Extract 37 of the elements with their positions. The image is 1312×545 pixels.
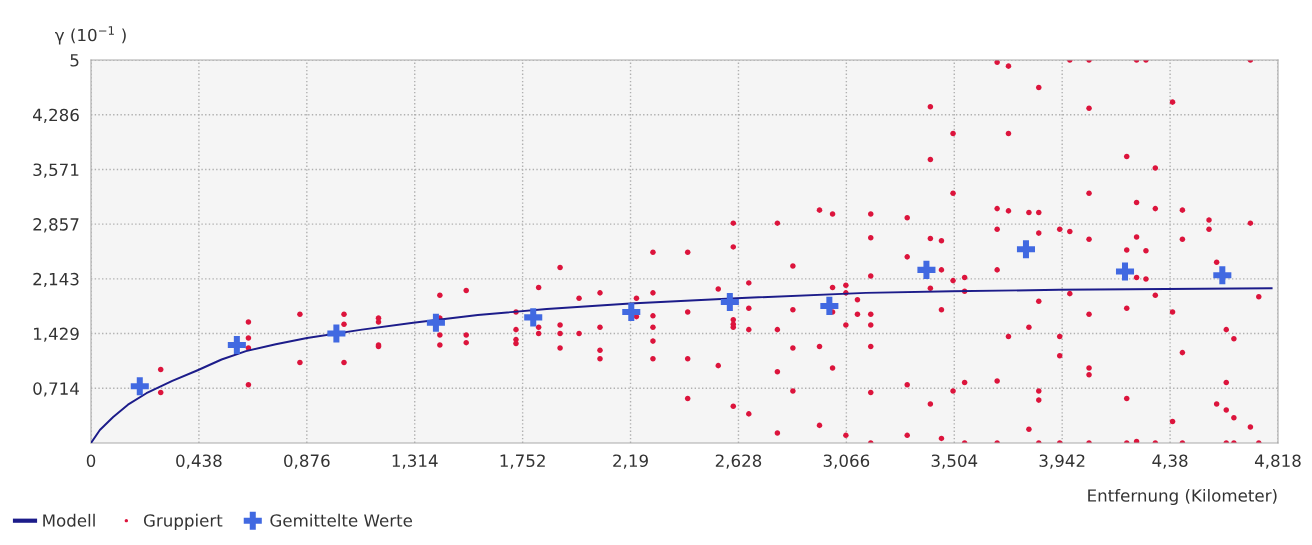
- point: [1115, 262, 1135, 281]
- point: [130, 377, 149, 396]
- x-tick-label: 2,628: [715, 454, 762, 469]
- point: [1016, 240, 1035, 259]
- x-tick-label: 4,818: [1254, 454, 1301, 469]
- point: [327, 324, 346, 343]
- point: [820, 296, 839, 315]
- point: [1213, 266, 1232, 285]
- x-tick-label: 4,38: [1152, 454, 1188, 469]
- point: [720, 293, 739, 312]
- x-tick-label: 3,066: [823, 454, 870, 469]
- legend-label: Gemittelte Werte: [270, 513, 413, 527]
- point: [622, 302, 641, 322]
- x-axis-title: Entfernung (Kilometer): [1088, 488, 1277, 506]
- x-tick-label: 0,438: [176, 454, 222, 469]
- y-tick-label: 3,571: [33, 163, 79, 178]
- line-series: [91, 287, 1273, 443]
- point: [917, 260, 936, 279]
- x-tick-label: 0: [86, 454, 96, 468]
- y-tick-label: 4,286: [32, 108, 79, 123]
- legend-label: Gruppiert: [143, 513, 223, 530]
- y-tick-label: 1,429: [34, 327, 79, 342]
- point: [227, 335, 246, 354]
- x-tick-label: 2,19: [613, 454, 648, 469]
- point: [524, 308, 543, 327]
- x-tick-label: 3,504: [931, 454, 978, 469]
- x-tick-label: 3,942: [1039, 454, 1085, 469]
- x-tick-label: 1,314: [392, 454, 438, 469]
- y-tick-label: 0,714: [33, 382, 79, 397]
- x-tick-label: 0,876: [284, 454, 330, 469]
- point: [426, 313, 445, 332]
- y-axis-title: γ (10$^{−1}$ ): [55, 26, 126, 45]
- y-tick-label: 2,143: [33, 272, 79, 288]
- y-tick-label: 2,857: [33, 218, 79, 233]
- legend-label: Modell: [43, 513, 95, 527]
- x-tick-label: 1,752: [500, 454, 545, 469]
- y-tick-label: 5: [70, 54, 79, 67]
